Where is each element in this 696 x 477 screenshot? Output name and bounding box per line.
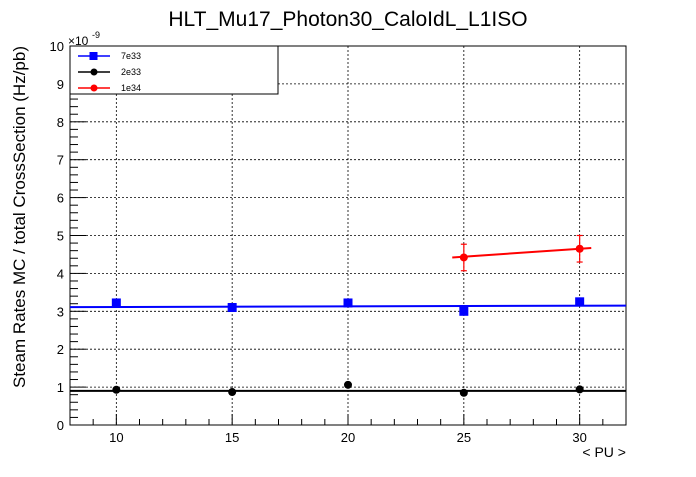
x-tick-label: 10 xyxy=(109,430,123,445)
data-point-2e33 xyxy=(344,380,352,389)
data-point-7e33 xyxy=(227,303,237,313)
y-tick-label: 8 xyxy=(57,115,64,130)
data-point-2e33 xyxy=(575,385,584,394)
y-tick-label: 7 xyxy=(57,153,64,168)
legend-marker-2e33 xyxy=(90,68,98,76)
x-tick-label: 20 xyxy=(341,430,355,445)
legend-box xyxy=(69,45,279,95)
y-tick-label: 3 xyxy=(57,304,64,319)
x-tick-label: 15 xyxy=(225,430,239,445)
data-point-7e33 xyxy=(459,306,469,316)
legend-label-1e34: 1e34 xyxy=(121,83,141,93)
legend-label-2e33: 2e33 xyxy=(121,67,141,77)
x-axis-label: < PU > xyxy=(582,444,626,460)
data-point-2e33 xyxy=(459,388,468,397)
legend: 7e33 2e33 1e34 xyxy=(69,45,279,95)
axis-ticks: 10 15 20 25 30 0 1 2 3 4 5 6 7 8 9 10 xyxy=(50,39,627,445)
y-tick-label: 0 xyxy=(57,418,64,433)
y-tick-label: 5 xyxy=(57,229,64,244)
data-point-2e33 xyxy=(228,388,237,397)
legend-marker-1e34 xyxy=(90,84,98,92)
data-point-1e34 xyxy=(575,244,584,253)
data-point-7e33 xyxy=(111,298,121,308)
y-tick-label: 6 xyxy=(57,191,64,206)
y-tick-label: 2 xyxy=(57,342,64,357)
data-point-2e33 xyxy=(112,385,121,394)
y-exponent-base: ×10 xyxy=(68,34,89,48)
y-tick-label: 1 xyxy=(57,380,64,395)
data-point-1e34 xyxy=(459,253,468,262)
y-tick-label: 9 xyxy=(57,77,64,92)
legend-marker-7e33 xyxy=(89,52,98,60)
grid-lines xyxy=(70,46,626,425)
data-point-7e33 xyxy=(343,298,353,308)
x-tick-label: 30 xyxy=(572,430,586,445)
data-series xyxy=(69,234,627,397)
legend-label-7e33: 7e33 xyxy=(121,51,141,61)
x-tick-label: 25 xyxy=(457,430,471,445)
fit-line-1e34 xyxy=(452,247,592,259)
chart-title: HLT_Mu17_Photon30_CaloIdL_L1ISO xyxy=(168,8,527,31)
y-axis-label: Steam Rates MC / total CrossSection (Hz/… xyxy=(10,46,29,388)
data-point-7e33 xyxy=(575,297,585,307)
y-tick-label: 4 xyxy=(57,266,64,281)
y-tick-label: 10 xyxy=(50,39,64,54)
y-exponent-power: -9 xyxy=(92,30,100,40)
